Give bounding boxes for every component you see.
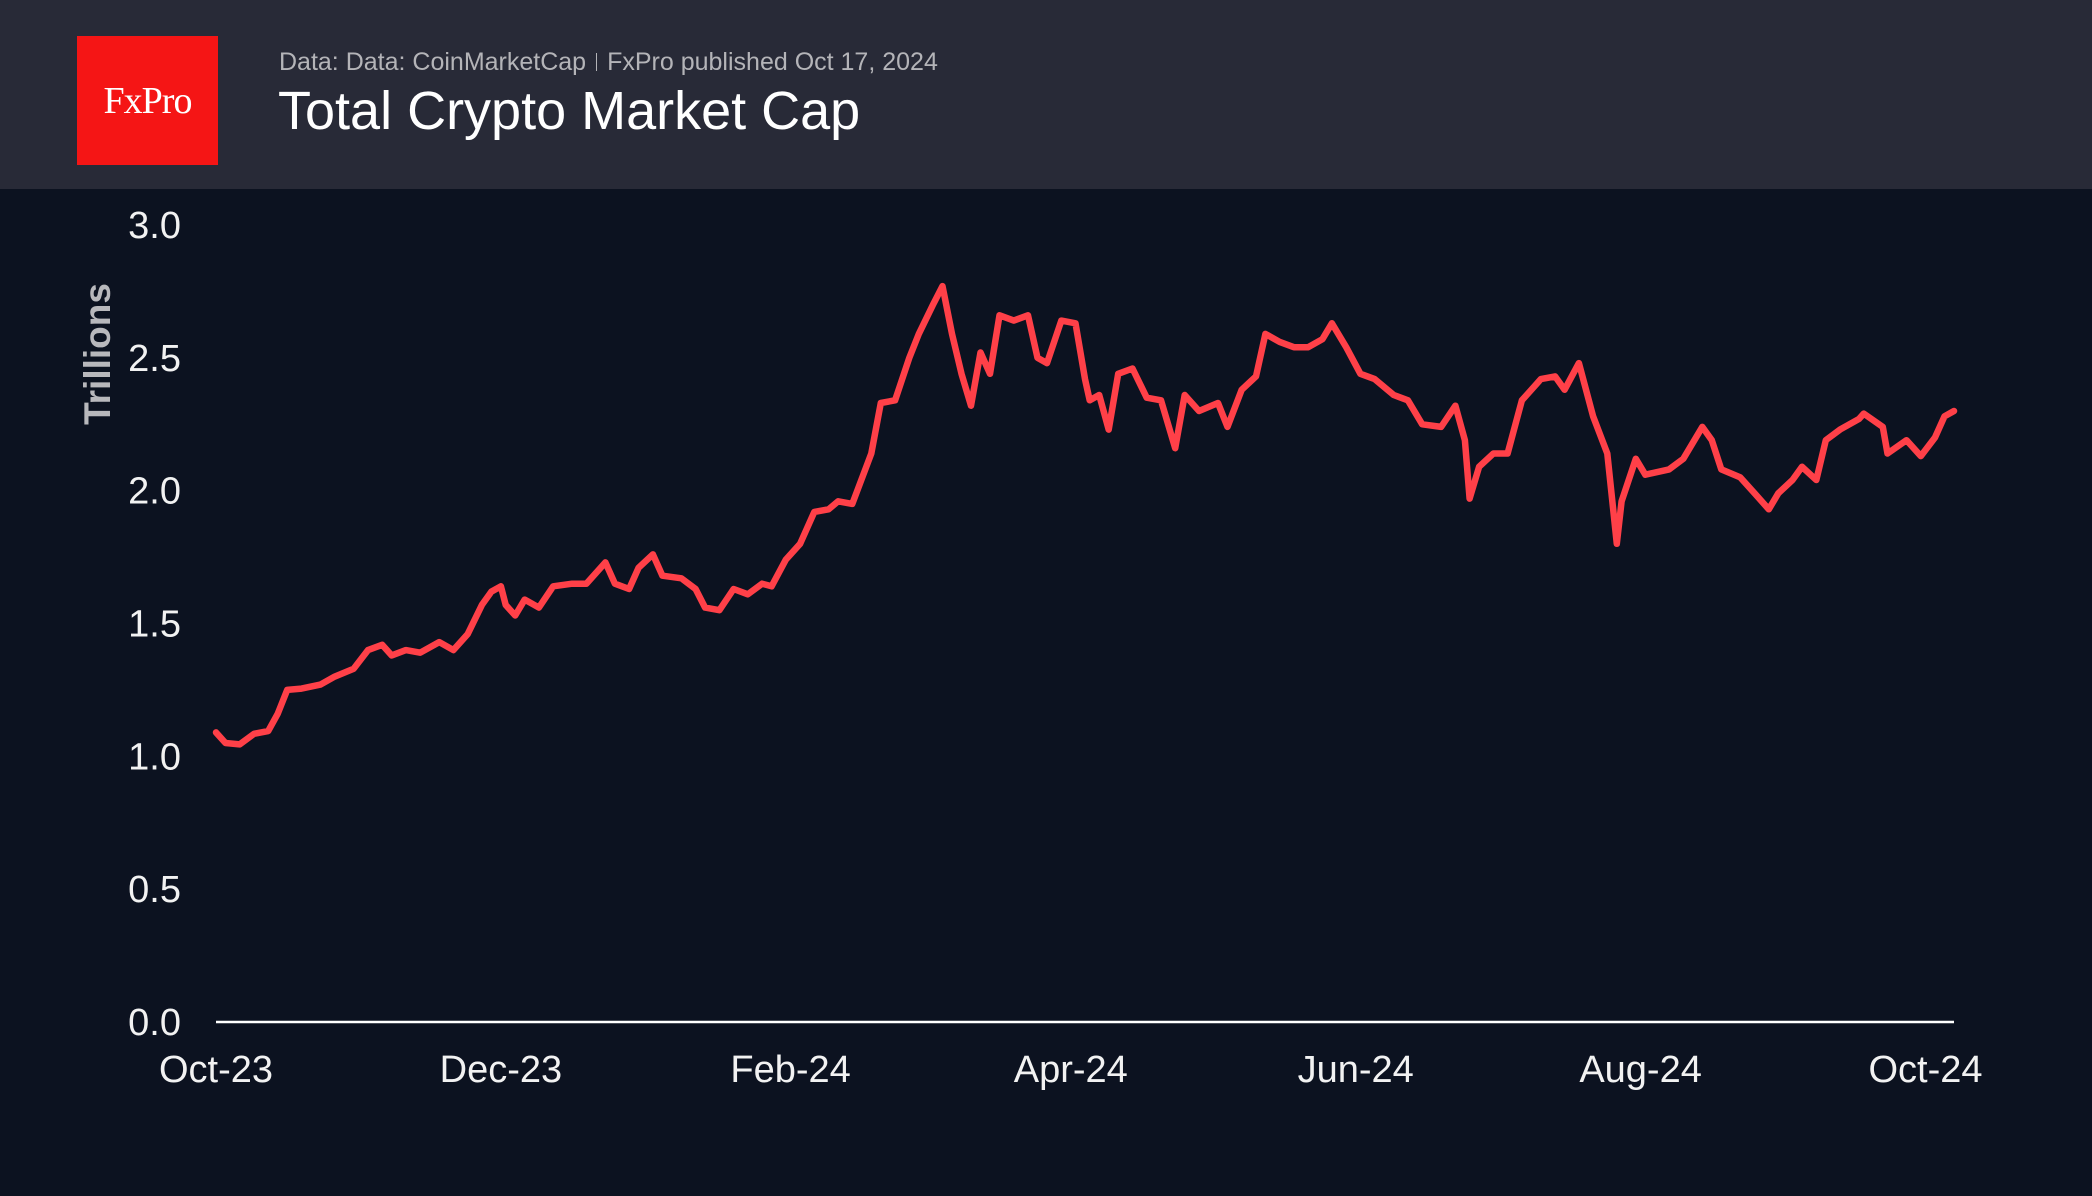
x-axis-ticks: Oct-23 Dec-23 Feb-24 Apr-24 Jun-24 Aug-24 Oct-… <box>159 1049 1983 1091</box>
x-tick-label: Dec-23 <box>440 1049 563 1091</box>
y-tick-label: 2.5 <box>128 338 181 380</box>
y-tick-label: 0.5 <box>128 869 181 911</box>
y-tick-label: 1.0 <box>128 736 181 778</box>
x-tick-label: Apr-24 <box>1014 1049 1128 1091</box>
y-axis-ticks: 0.0 0.5 1.0 1.5 2.0 2.5 3.0 <box>128 205 181 1044</box>
y-tick-label: 0.0 <box>128 1002 181 1044</box>
x-tick-label: Aug-24 <box>1579 1049 1702 1091</box>
chart-title: Total Crypto Market Cap <box>278 81 861 141</box>
chart-subtitle: Data: Data: CoinMarketCap FxPro published… <box>279 48 938 77</box>
header: FxPro Data: Data: CoinMarketCap FxPro pub… <box>0 0 2092 189</box>
logo-text: FxPro <box>103 79 193 122</box>
y-tick-label: 3.0 <box>128 205 181 247</box>
x-tick-label: Oct-24 <box>1868 1049 1982 1091</box>
y-tick-label: 2.0 <box>128 471 181 513</box>
x-tick-label: Oct-23 <box>159 1049 273 1091</box>
x-tick-label: Jun-24 <box>1298 1049 1414 1091</box>
fxpro-logo: FxPro <box>77 36 218 165</box>
data-source: Data: Data: CoinMarketCap <box>279 48 587 76</box>
y-tick-label: 1.5 <box>128 604 181 646</box>
x-tick-label: Feb-24 <box>730 1049 850 1091</box>
separator <box>596 53 598 71</box>
y-axis-label: Trillions <box>77 283 118 425</box>
series-line-market-cap <box>212 282 1958 748</box>
published-date: FxPro published Oct 17, 2024 <box>607 48 938 76</box>
